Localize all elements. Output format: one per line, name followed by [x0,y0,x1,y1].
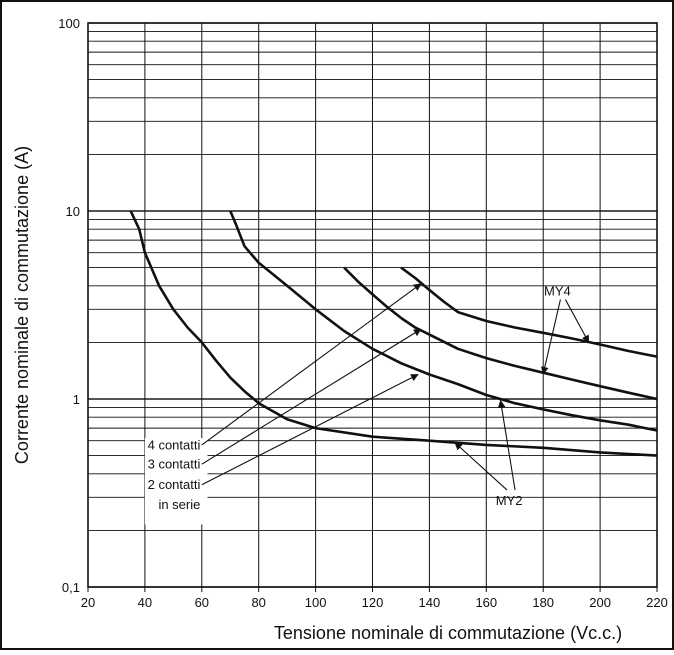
y-tick-label: 1 [73,392,80,407]
x-tick-label: 100 [305,595,327,610]
x-axis-title: Tensione nominale di commutazione (Vc.c.… [274,623,622,643]
series-group [129,210,658,457]
my2-label: MY2 [496,493,523,508]
contact-label: 2 contatti [148,477,201,492]
contact-label: in serie [158,497,200,512]
series-line-3 [343,266,658,401]
annotation-arrow [497,399,516,491]
contact-label: 4 contatti [148,437,201,452]
series-line-2 [229,210,658,432]
x-tick-label: 160 [475,595,497,610]
y-tick-label: 0,1 [62,580,80,595]
x-tick-label: 40 [138,595,152,610]
annotation-arrow [201,328,422,465]
x-tick-label: 200 [589,595,611,610]
tick-labels: 20 40 60 80 100 120 140 160 180 200 220 0,1 1 10 100 [58,16,668,610]
contact-label: 3 contatti [148,457,201,472]
x-tick-label: 180 [532,595,554,610]
annotation-arrow [201,374,419,486]
annotations: 4 contatti 3 contatti 2 contatti in serie MY… [144,283,590,525]
annotation-arrow [201,283,422,446]
x-tick-label: 140 [419,595,441,610]
annotation-arrow [454,442,508,491]
annotation-arrow [564,299,590,344]
x-tick-label: 80 [251,595,265,610]
y-tick-label: 100 [58,16,80,31]
my4-label: MY4 [544,284,571,299]
y-axis-title: Corrente nominale di commutazione (A) [12,146,32,464]
plot-border [87,22,658,588]
x-tick-label: 120 [362,595,384,610]
x-tick-label: 20 [81,595,95,610]
series-line-1 [129,210,658,457]
series-line-4 [400,266,658,358]
x-tick-label: 60 [195,595,209,610]
label-box [144,438,208,525]
y-tick-label: 10 [66,204,80,219]
annotation-arrow [541,299,561,375]
x-tick-label: 220 [646,595,668,610]
